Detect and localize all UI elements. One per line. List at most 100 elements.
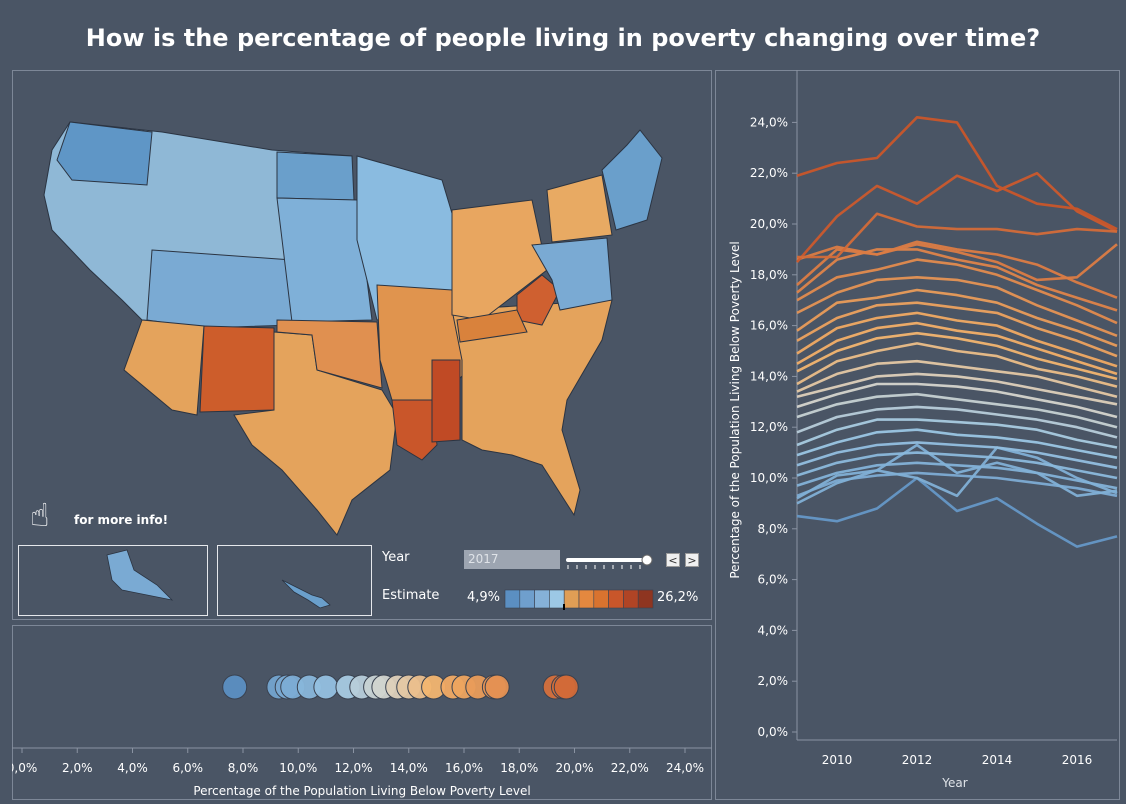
y-tick-label: 8,0% [758,522,789,536]
y-axis-title: Percentage of the Population Living Belo… [728,241,742,578]
legend-swatch [519,589,535,609]
hawaii-shape[interactable] [281,579,331,609]
y-tick-label: 6,0% [758,573,789,587]
series-line[interactable] [796,258,1118,325]
map-region-new-york[interactable] [546,174,613,243]
dot-plot[interactable]: 0,0% 2,0% 4,0% 6,0% 8,0% 10,0% 12,0% 14,0% 16,0%… [12,625,712,800]
prev-year-button[interactable]: < [666,553,680,567]
y-tick-label: 20,0% [750,217,788,231]
dot-point[interactable] [553,674,579,700]
line-chart[interactable]: 0,0% 2,0% 4,0% 6,0% 8,0% 10,0% 12,0% 14,0% 16,0%… [715,70,1120,800]
y-tick-label: 12,0% [750,420,788,434]
legend-swatch [578,589,595,609]
map-region-louisiana[interactable] [391,399,438,461]
map-region-plains[interactable] [276,197,373,323]
series-line[interactable] [796,405,1118,439]
x-tick-label: 12,0% [334,761,372,775]
page-title: How is the percentage of people living i… [85,24,1041,52]
hand-pointer-icon[interactable]: ☝ [30,496,50,534]
map-region-northwest[interactable] [56,121,153,186]
us-map[interactable] [12,70,712,620]
next-year-button[interactable]: > [685,553,699,567]
series-line[interactable] [796,372,1118,406]
series-line[interactable] [796,276,1118,338]
map-region-mississippi[interactable] [431,359,461,443]
series-line[interactable] [796,446,1118,500]
series-line[interactable] [796,311,1118,368]
series-line[interactable] [796,382,1118,419]
dot-point[interactable] [222,674,248,700]
series-line[interactable] [796,418,1118,449]
map-region-ohio-valley[interactable] [451,199,548,321]
map-region-southeast[interactable] [451,299,613,517]
alaska-shape[interactable] [106,549,174,601]
series-line[interactable] [796,248,1118,312]
hawaii-inset[interactable] [217,545,372,616]
y-tick-label: 16,0% [750,319,788,333]
color-legend [504,589,654,610]
dot-plot-panel [12,625,712,800]
series-line[interactable] [797,212,1118,259]
x-tick-label: 2,0% [62,761,93,775]
x-tick-label: 2014 [982,753,1013,767]
legend-swatch [534,589,550,609]
legend-swatch [608,589,624,609]
series-line[interactable] [796,441,1118,470]
series-line[interactable] [796,171,1118,263]
series-line[interactable] [796,288,1118,348]
slider-track [566,558,648,562]
dot-point[interactable] [313,674,339,700]
series-line[interactable] [796,428,1118,459]
y-tick-label: 22,0% [750,166,788,180]
legend-swatch [563,589,580,609]
x-tick-label: 24,0% [666,761,704,775]
more-info-text[interactable]: for more info! [74,513,169,527]
legend-swatch [549,589,565,609]
series-line[interactable] [796,476,1118,548]
series-line[interactable] [796,115,1118,231]
series-line[interactable] [796,240,1118,299]
x-tick-label: 20,0% [555,761,593,775]
x-axis-title: Year [941,776,967,790]
y-tick-label: 18,0% [750,268,788,282]
series-line[interactable] [796,301,1118,358]
series-line[interactable] [796,392,1118,429]
x-tick-label: 14,0% [390,761,428,775]
year-label: Year [382,550,410,565]
map-region-dakotas[interactable] [276,151,355,201]
series-line[interactable] [796,342,1118,388]
series-line[interactable] [796,321,1118,376]
map-region-arizona[interactable] [123,319,205,416]
alaska-inset[interactable] [18,545,208,616]
estimate-label: Estimate [382,588,440,603]
series-line[interactable] [796,461,1118,490]
series-line[interactable] [796,451,1118,480]
series-line[interactable] [796,243,1118,286]
x-tick-label: 2012 [902,753,933,767]
series-line[interactable] [796,331,1118,381]
series-line[interactable] [796,359,1118,398]
x-tick-label: 22,0% [611,761,649,775]
map-region-new-mexico[interactable] [199,325,275,413]
x-tick-label: 6,0% [173,761,204,775]
map-region-new-england[interactable] [601,129,663,231]
map-region-mid-atlantic[interactable] [531,237,613,311]
legend-max-label: 26,2% [657,590,699,605]
dot-point[interactable] [484,674,510,700]
series-line[interactable] [796,443,1118,505]
year-input[interactable]: 2017 [464,550,560,569]
x-tick-label: 2016 [1062,753,1093,767]
map-region-kentucky[interactable] [456,309,528,343]
x-tick-label: 2010 [822,753,853,767]
map-region-oklahoma[interactable] [276,319,383,389]
year-slider[interactable] [566,552,656,572]
x-tick-label: 10,0% [279,761,317,775]
y-tick-label: 0,0% [758,725,789,739]
y-tick-label: 24,0% [750,115,788,129]
x-tick-label: 4,0% [117,761,148,775]
legend-swatch [637,589,654,609]
legend-min-label: 4,9% [467,590,501,605]
y-tick-label: 4,0% [758,623,789,637]
map-region-utah-colorado[interactable] [146,249,295,329]
y-tick-label: 14,0% [750,369,788,383]
